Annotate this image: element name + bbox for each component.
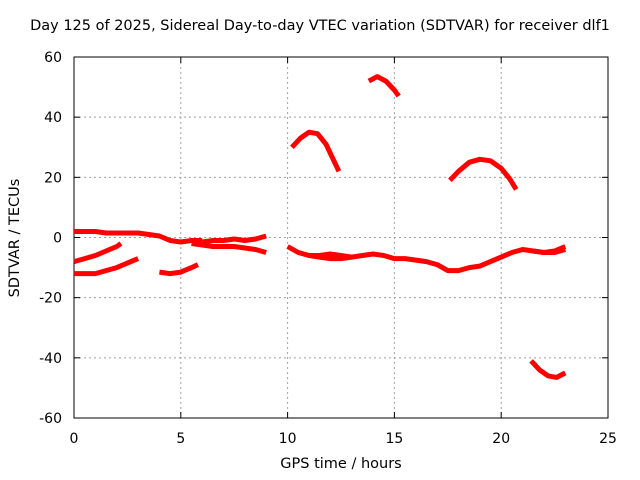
series-line-arc-12 (448, 156, 519, 191)
y-tick-label: -20 (39, 291, 62, 307)
series-line-arc-5 (191, 241, 267, 255)
y-tick-label: -60 (39, 411, 62, 427)
x-tick-label: 15 (385, 431, 403, 447)
tick-layer: 0 5 10 15 20 25 -60 -40 -20 0 20 40 60 (39, 50, 617, 447)
y-tick-label: 60 (44, 50, 62, 66)
series-line-arc-10 (290, 129, 342, 173)
series-line-arc-13 (529, 359, 567, 380)
chart-title: Day 125 of 2025, Sidereal Day-to-day VTE… (30, 18, 610, 34)
y-axis-label: SDTVAR / TECUs (7, 178, 23, 298)
series-line-arc-3 (74, 256, 140, 277)
x-tick-label: 25 (599, 431, 617, 447)
series-line-arc-4 (159, 262, 199, 277)
y-tick-label: 40 (44, 110, 62, 126)
series-layer (73, 74, 567, 380)
x-tick-label: 0 (70, 431, 79, 447)
series-line-arc-6 (201, 233, 267, 245)
y-tick-label: 20 (44, 170, 62, 186)
x-tick-label: 10 (279, 431, 297, 447)
y-tick-label: -40 (39, 351, 62, 367)
series-line-arc-9 (532, 244, 567, 255)
y-tick-label: 0 (53, 231, 62, 247)
series-line-arc-1 (74, 229, 203, 245)
x-axis-label: GPS time / hours (280, 456, 402, 472)
series-line-arc-11 (367, 74, 401, 98)
x-tick-label: 20 (492, 431, 510, 447)
grid-layer (74, 57, 608, 418)
series-line-arc-8 (309, 247, 566, 274)
series-line-arc-2 (73, 241, 123, 265)
x-tick-label: 5 (176, 431, 185, 447)
